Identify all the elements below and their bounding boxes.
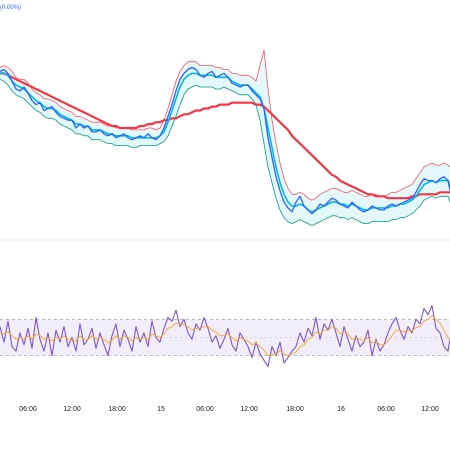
x-tick-label: 12:00 bbox=[240, 406, 258, 413]
x-tick-label: 06:00 bbox=[19, 406, 37, 413]
x-tick-label: 06:00 bbox=[196, 406, 214, 413]
price-panel bbox=[0, 49, 450, 241]
x-axis: 06:00 12:00 18:00 15 06:00 12:00 18:00 16 06:00 1… bbox=[19, 406, 439, 413]
x-tick-label: 16 bbox=[337, 406, 345, 413]
x-tick-label: 06:00 bbox=[377, 406, 395, 413]
ma-long-line bbox=[0, 72, 450, 200]
x-tick-label: 12:00 bbox=[63, 406, 81, 413]
band-upper-line bbox=[0, 49, 450, 201]
x-tick-label: 12:00 bbox=[421, 406, 439, 413]
rsi-panel bbox=[0, 305, 450, 368]
percent-change-label: (0.00%) bbox=[0, 5, 21, 11]
band-lower-line bbox=[0, 78, 450, 226]
band-fill bbox=[0, 50, 450, 226]
x-tick-label: 15 bbox=[157, 406, 165, 413]
rsi-signal-line bbox=[0, 315, 450, 357]
x-tick-label: 18:00 bbox=[286, 406, 304, 413]
price-line bbox=[0, 66, 450, 215]
x-tick-label: 18:00 bbox=[108, 406, 126, 413]
ma-short-line bbox=[0, 72, 450, 213]
